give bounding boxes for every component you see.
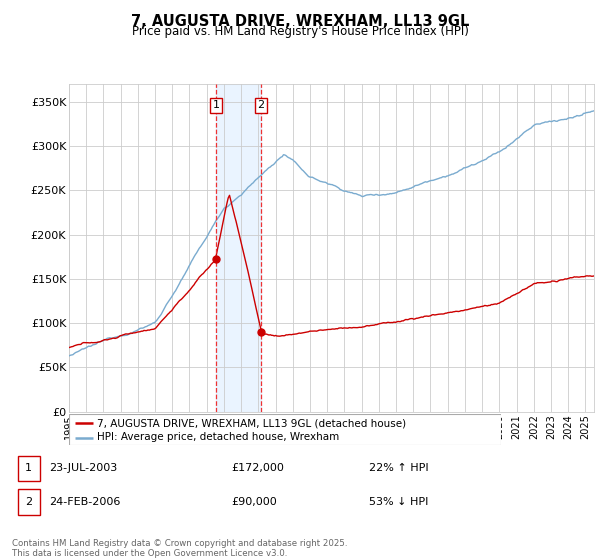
Bar	[18, 456, 40, 481]
Text: Price paid vs. HM Land Registry's House Price Index (HPI): Price paid vs. HM Land Registry's House …	[131, 25, 469, 38]
Text: 23-JUL-2003: 23-JUL-2003	[49, 464, 118, 473]
Text: 2: 2	[257, 100, 265, 110]
Text: 22% ↑ HPI: 22% ↑ HPI	[369, 464, 429, 473]
Text: 7, AUGUSTA DRIVE, WREXHAM, LL13 9GL (detached house): 7, AUGUSTA DRIVE, WREXHAM, LL13 9GL (det…	[97, 418, 406, 428]
Text: 24-FEB-2006: 24-FEB-2006	[49, 497, 121, 507]
Bar	[18, 489, 40, 515]
Text: 1: 1	[212, 100, 220, 110]
Text: 2: 2	[25, 497, 32, 507]
Text: £172,000: £172,000	[231, 464, 284, 473]
Text: Contains HM Land Registry data © Crown copyright and database right 2025.
This d: Contains HM Land Registry data © Crown c…	[12, 539, 347, 558]
Text: 1: 1	[25, 464, 32, 473]
Text: HPI: Average price, detached house, Wrexham: HPI: Average price, detached house, Wrex…	[97, 432, 340, 442]
Text: £90,000: £90,000	[231, 497, 277, 507]
Text: 53% ↓ HPI: 53% ↓ HPI	[369, 497, 428, 507]
Bar	[216, 84, 261, 412]
Text: 7, AUGUSTA DRIVE, WREXHAM, LL13 9GL: 7, AUGUSTA DRIVE, WREXHAM, LL13 9GL	[131, 14, 469, 29]
